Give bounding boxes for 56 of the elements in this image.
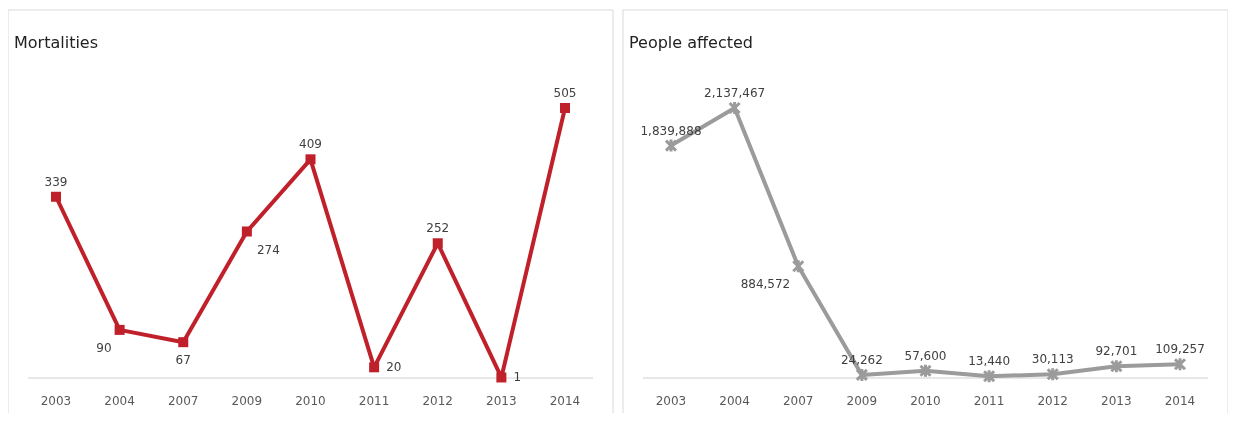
data-label: 339 [44,174,68,189]
data-label: 505 [553,86,577,100]
point [241,226,252,237]
point [51,191,61,202]
chart-title: People affected [629,33,753,52]
point [728,100,742,116]
x-tick-label: 2014 [1164,394,1196,408]
x-tick-label: 2011 [358,394,390,408]
point [1046,366,1060,382]
x-tick-label: 2011 [973,394,1005,408]
data-label: 274 [256,242,280,257]
point [114,324,125,335]
x-tick-label: 2010 [910,394,941,408]
x-tick-label: 2012 [1037,394,1069,408]
point [178,337,189,348]
x-tick-label: 2014 [549,394,581,408]
data-label: 67 [175,353,191,368]
x-tick-label: 2004 [719,394,750,408]
chart-title: Mortalities [14,33,99,52]
x-tick-label: 2009 [846,394,878,408]
data-label: 13,440 [968,354,1011,369]
data-label: 109,257 [1155,342,1205,357]
x-tick-label: 2013 [1101,394,1132,408]
data-label: 2,137,467 [704,86,766,100]
point [1173,356,1187,372]
x-tick-label: 2013 [486,394,517,408]
data-label: 20 [386,360,402,375]
data-label: 57,600 [904,348,947,363]
point [432,238,443,249]
point [919,363,932,379]
point [855,367,869,383]
data-label: 409 [299,137,322,152]
point [1109,358,1123,374]
x-tick-label: 2012 [422,394,454,408]
point [664,138,678,154]
data-label: 30,113 [1031,352,1074,367]
x-tick-label: 2009 [231,394,263,408]
point [982,368,996,384]
data-label: 252 [426,221,450,236]
x-tick-label: 2007 [782,394,814,408]
data-label: 24,262 [840,352,883,367]
data-label: 92,701 [1095,344,1138,359]
point [305,154,316,165]
x-tick-label: 2003 [40,394,72,408]
point [496,372,507,383]
point [791,258,805,274]
x-tick-label: 2003 [655,394,687,408]
point [369,362,380,373]
data-label: 1,839,888 [640,123,702,138]
data-label: 90 [96,340,112,355]
data-label: 1 [513,370,522,385]
x-tick-label: 2010 [295,394,326,408]
x-tick-label: 2007 [167,394,199,408]
data-label: 884,572 [740,277,791,292]
x-tick-label: 2004 [104,394,135,408]
point [560,103,570,113]
